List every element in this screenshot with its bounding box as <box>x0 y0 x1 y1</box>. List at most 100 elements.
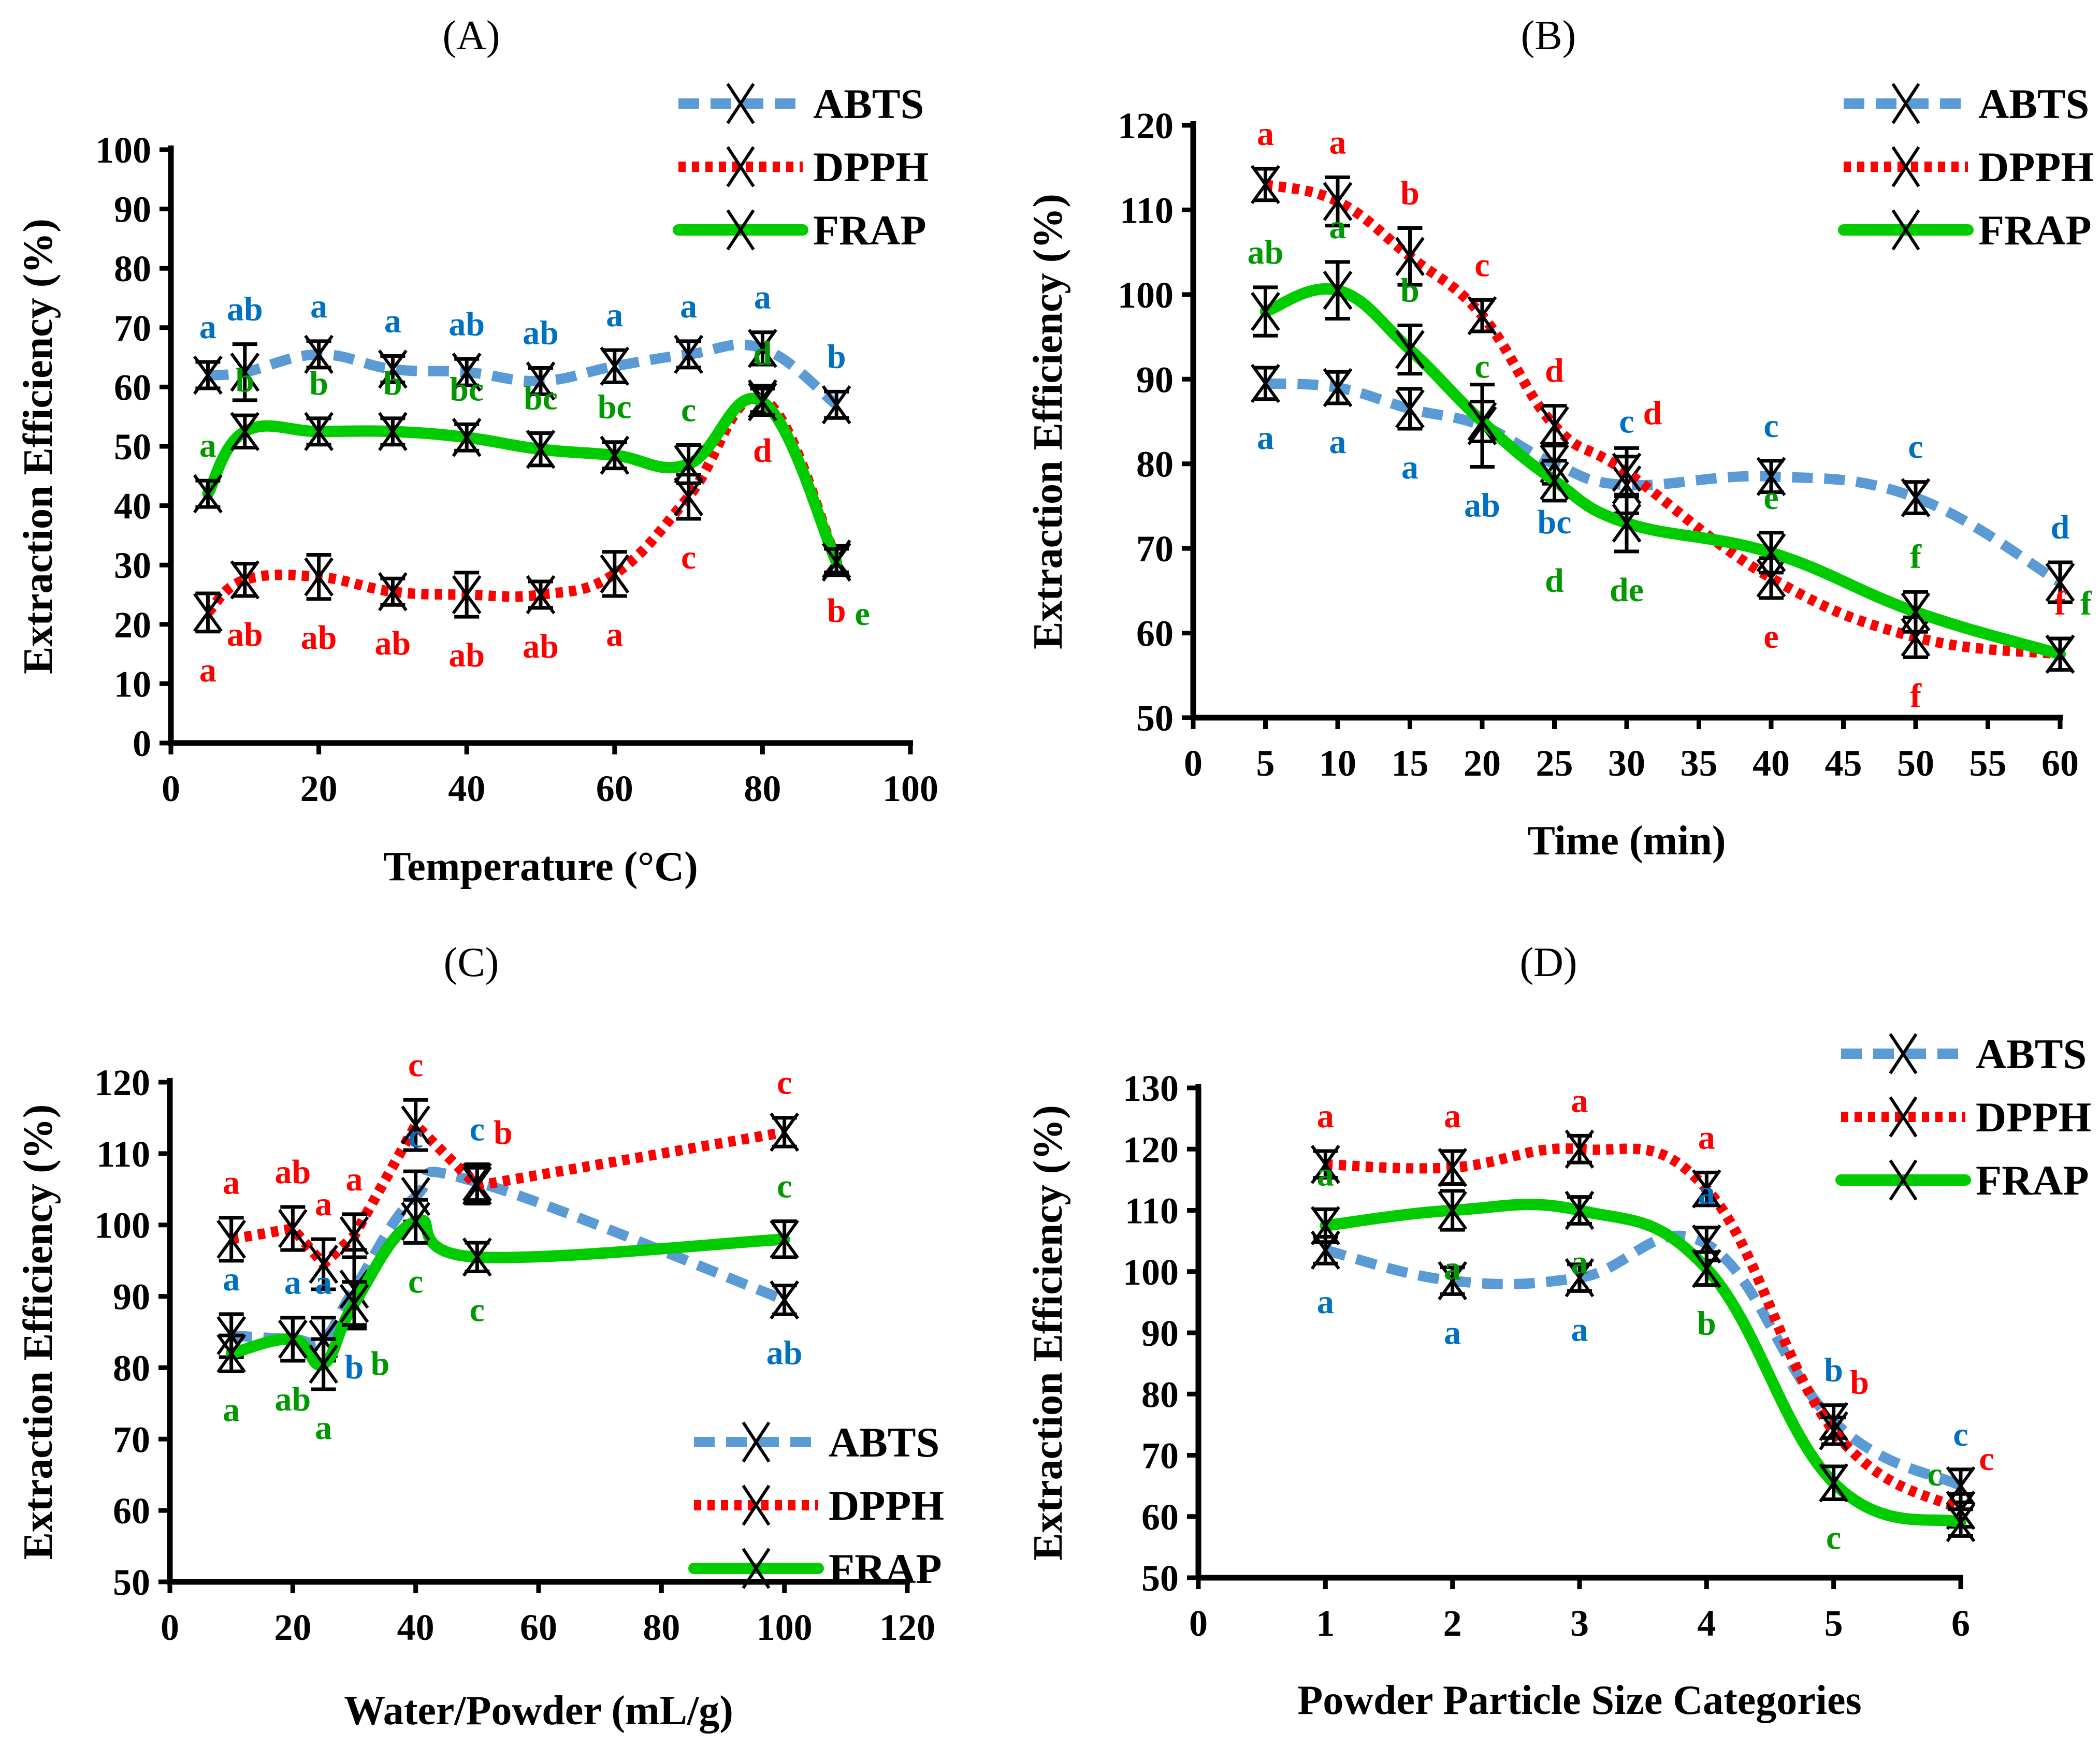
data-point <box>600 435 630 475</box>
y-tick-label: 100 <box>94 1205 150 1246</box>
legend-item-frap: FRAP <box>688 1545 942 1592</box>
legend-marker <box>1891 83 1920 124</box>
x-marker <box>309 1244 339 1284</box>
x-tick-label: 120 <box>879 1607 935 1648</box>
x-marker <box>193 355 223 395</box>
x-marker <box>674 334 704 374</box>
x-marker <box>600 554 630 594</box>
data-point <box>278 1205 308 1252</box>
x-marker <box>1323 368 1353 408</box>
x-tick-label: 30 <box>1608 743 1645 784</box>
data-point <box>378 350 408 389</box>
data-point <box>1756 457 1786 496</box>
significance-letter: a <box>199 308 216 346</box>
data-point <box>193 355 223 395</box>
significance-letter: a <box>754 279 771 316</box>
significance-letter: ab <box>227 616 263 653</box>
data-point <box>1323 368 1353 408</box>
x-tick-label: 40 <box>448 768 485 809</box>
data-point <box>526 429 556 469</box>
panel-title: (D) <box>1519 940 1577 985</box>
significance-letter: b <box>383 365 402 402</box>
legend-label: DPPH <box>1978 143 2094 191</box>
x-marker <box>1819 1411 1849 1450</box>
x-marker <box>821 542 851 582</box>
y-tick-label: 30 <box>114 545 151 586</box>
x-marker <box>278 1319 308 1359</box>
x-marker <box>1310 1206 1340 1245</box>
x-axis-label: Temperature (°C) <box>383 844 698 890</box>
y-tick-label: 90 <box>113 1276 150 1318</box>
y-tick-label: 70 <box>1136 528 1174 570</box>
legend-item-frap: FRAP <box>1838 207 2092 254</box>
x-tick-label: 4 <box>1697 1603 1716 1644</box>
legend-item-dpph: DPPH <box>694 1482 944 1529</box>
data-point <box>462 1166 492 1206</box>
data-point <box>230 560 260 600</box>
x-tick-label: 40 <box>1753 743 1790 784</box>
y-tick-label: 50 <box>114 426 151 468</box>
significance-letter: a <box>223 1391 240 1429</box>
data-point <box>600 346 630 386</box>
data-point <box>1251 363 1280 403</box>
x-tick-label: 80 <box>744 768 781 809</box>
significance-letter: f <box>2080 585 2092 622</box>
legend-marker <box>1891 146 1920 187</box>
y-tick-label: 50 <box>113 1562 150 1603</box>
series-line-abts <box>1265 378 2063 587</box>
significance-letter: a <box>1698 1118 1715 1156</box>
significance-letter: c <box>777 1064 792 1102</box>
significance-letter: c <box>1474 347 1489 385</box>
x-marker <box>821 385 851 425</box>
y-tick-label: 60 <box>1141 1496 1179 1538</box>
significance-letter: a <box>223 1260 240 1298</box>
legend-marker <box>726 146 755 187</box>
y-tick-label: 100 <box>95 129 151 171</box>
y-tick-label: 0 <box>133 723 151 764</box>
chart-panel-a: (A) 0 10 20 30 40 50 60 70 80 90 100 0 20 40 60 80 100 Tem… <box>16 13 938 890</box>
y-tick-label: 20 <box>114 604 151 646</box>
data-point <box>1395 323 1425 376</box>
y-tick-label: 60 <box>114 367 151 408</box>
x-marker <box>304 412 334 452</box>
legend-label: DPPH <box>829 1482 944 1529</box>
legend-item-abts: ABTS <box>1844 80 2089 127</box>
data-point <box>1438 1261 1468 1301</box>
significance-letter: f <box>1910 677 1922 715</box>
data-point <box>304 412 334 452</box>
significance-letter: a <box>315 1409 332 1447</box>
y-tick-label: 80 <box>1136 444 1174 485</box>
x-marker <box>1467 402 1497 441</box>
data-point <box>747 382 777 421</box>
significance-letter: bc <box>598 388 632 426</box>
data-point <box>1467 399 1497 444</box>
data-point <box>770 1280 800 1320</box>
legend-label: FRAP <box>813 207 926 254</box>
x-tick-label: 60 <box>520 1607 557 1648</box>
data-point <box>1438 1189 1468 1232</box>
x-marker <box>1691 1249 1721 1288</box>
data-point <box>1438 1147 1468 1187</box>
x-marker <box>770 1219 800 1259</box>
x-marker <box>339 1216 369 1256</box>
y-axis-label: Extraction Efficiency (%) <box>1025 194 1071 649</box>
y-tick-label: 80 <box>113 1347 150 1389</box>
significance-letter: c <box>1826 1519 1841 1556</box>
significance-letter: bc <box>524 380 558 417</box>
legend-marker <box>742 1485 771 1526</box>
significance-letter: b <box>345 1348 364 1386</box>
significance-letter: d <box>1643 394 1662 432</box>
x-marker <box>1438 1147 1468 1187</box>
x-tick-label: 6 <box>1951 1603 1970 1644</box>
chart-panel-b: (B) 50 60 70 80 90 100 110 120 0 5 10 15 20 25 30 35 40 45… <box>1025 13 2094 864</box>
significance-letter: a <box>1698 1174 1715 1212</box>
significance-letter: b <box>827 592 846 630</box>
x-marker <box>2045 634 2075 674</box>
data-point <box>1251 285 1280 338</box>
significance-letter: bc <box>1538 503 1572 541</box>
legend-item-frap: FRAP <box>1835 1157 2089 1204</box>
x-tick-label: 25 <box>1536 743 1573 784</box>
y-tick-label: 100 <box>1123 1252 1179 1293</box>
significance-letter: ab <box>274 1380 311 1418</box>
x-marker <box>747 329 777 368</box>
